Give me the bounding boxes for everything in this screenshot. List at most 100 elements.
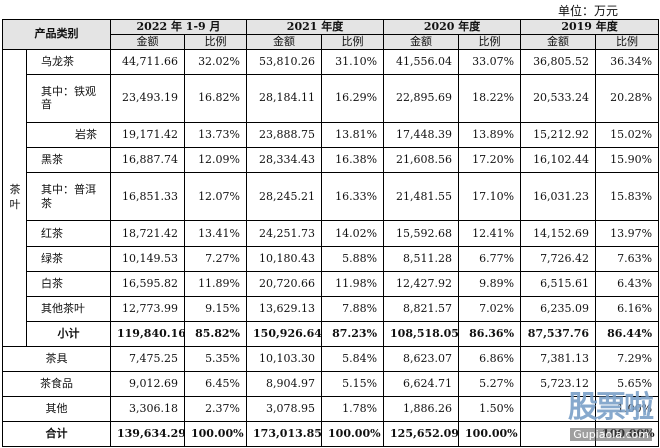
ratio-cell: 16.82% xyxy=(183,73,248,123)
amount-cell: 24,251.73 xyxy=(246,220,323,247)
row-label: 其他茶叶 xyxy=(26,295,111,322)
ratio-cell: 15.90% xyxy=(595,146,660,174)
ratio-cell: 100.00% xyxy=(183,420,248,448)
ratio-cell: 13.41% xyxy=(183,220,248,247)
unit-label: 单位：万元 xyxy=(557,4,618,18)
ratio-cell: 31.10% xyxy=(321,48,385,75)
ratio-cell: 20.28% xyxy=(595,73,660,123)
amount-cell: 28,245.21 xyxy=(246,172,323,222)
row-label: 其中：铁观音 xyxy=(26,73,111,123)
table-row: 红茶 18,721.42 13.41% 24,251.73 14.02% 15,592.6… xyxy=(3,220,660,247)
ratio-cell: 7.63% xyxy=(595,245,660,272)
amount-cell: 12,427.92 xyxy=(383,270,460,297)
header-ratio: 比例 xyxy=(183,33,248,50)
table-row: 绿茶 10,149.53 7.27% 10,180.43 5.88% 8,511.28 6.… xyxy=(3,245,660,272)
ratio-cell: 11.98% xyxy=(321,270,385,297)
ratio-cell: 11.89% xyxy=(183,270,248,297)
table-row: 岩茶 19,171.42 13.73% 23,888.75 13.81% 17,448.3… xyxy=(3,121,660,149)
row-label: 茶食品 xyxy=(2,370,111,397)
ratio-cell: 86.36% xyxy=(458,320,522,347)
ratio-cell: 7.29% xyxy=(595,345,660,372)
row-label: 岩茶 xyxy=(26,121,111,149)
amount-cell: 125,652.09 xyxy=(383,420,460,448)
row-label: 绿茶 xyxy=(26,245,111,272)
amount-cell: 8,821.57 xyxy=(383,295,460,322)
amount-cell: 87,537.76 xyxy=(520,320,597,347)
amount-cell: 8,623.07 xyxy=(383,345,460,372)
amount-cell: 19,171.42 xyxy=(110,121,185,149)
amount-cell: 36,805.52 xyxy=(520,48,597,75)
amount-cell: 3,306.18 xyxy=(110,395,185,422)
ratio-cell: 13.89% xyxy=(458,121,522,149)
row-label: 白茶 xyxy=(26,270,111,297)
watermark-logo: 股票啦 xyxy=(568,390,654,425)
amount-cell: 8,904.97 xyxy=(246,370,323,397)
ratio-cell: 6.86% xyxy=(458,345,522,372)
header-category: 产品类别 xyxy=(2,19,111,50)
header-amount: 金额 xyxy=(246,33,323,50)
ratio-cell: 7.27% xyxy=(183,245,248,272)
header-ratio: 比例 xyxy=(458,33,522,50)
ratio-cell: 5.65% xyxy=(595,370,660,397)
amount-cell: 18,721.42 xyxy=(110,220,185,247)
amount-cell: 28,184.11 xyxy=(246,73,323,123)
table-body: 茶叶 乌龙茶 44,711.66 32.02% 53,810.26 31.10% 41,55… xyxy=(2,48,660,448)
ratio-cell: 1.00% xyxy=(595,395,660,422)
table-row: 茶食品 9,012.69 6.45% 8,904.97 5.15% 6,624.71 5.2… xyxy=(2,370,660,397)
row-label: 黑茶 xyxy=(26,146,111,174)
ratio-cell: 33.07% xyxy=(458,48,522,75)
ratio-cell: 18.22% xyxy=(458,73,522,123)
amount-cell: 44,711.66 xyxy=(110,48,185,75)
amount-cell: 16,887.74 xyxy=(110,146,185,174)
amount-cell: 7,475.25 xyxy=(110,345,185,372)
ratio-cell: 17.20% xyxy=(458,146,522,174)
header-amount: 金额 xyxy=(383,33,460,50)
header-period: 2022 年 1-9 月 xyxy=(109,19,248,35)
amount-cell: 16,595.82 xyxy=(110,270,185,297)
header-amount: 金额 xyxy=(110,33,185,50)
ratio-cell: 9.15% xyxy=(183,295,248,322)
ratio-cell: 100.00% xyxy=(458,420,522,448)
ratio-cell: 16.38% xyxy=(321,146,385,174)
group-label-tea: 茶叶 xyxy=(2,48,27,347)
ratio-cell: 85.82% xyxy=(183,320,248,347)
row-label: 其他 xyxy=(2,395,111,422)
watermark: 股票啦 Gupiaola.com xyxy=(540,390,654,442)
watermark-url: Gupiaola.com xyxy=(570,428,652,441)
ratio-cell: 6.77% xyxy=(458,245,522,272)
amount-cell: 53,810.26 xyxy=(246,48,323,75)
amount-cell: 9,012.69 xyxy=(110,370,185,397)
ratio-cell: 12.09% xyxy=(183,146,248,174)
ratio-cell: 16.33% xyxy=(321,172,385,222)
amount-cell: 1,886.26 xyxy=(383,395,460,422)
amount-cell: 10,103.30 xyxy=(246,345,323,372)
ratio-cell: 36.34% xyxy=(595,48,660,75)
ratio-cell: 12.41% xyxy=(458,220,522,247)
header-ratio: 比例 xyxy=(595,33,660,50)
amount-cell: 6,235.09 xyxy=(520,295,597,322)
amount-cell: 7,726.42 xyxy=(520,245,597,272)
ratio-cell: 14.02% xyxy=(321,220,385,247)
amount-cell: 7,381.13 xyxy=(520,345,597,372)
table-row: 茶具 7,475.25 5.35% 10,103.30 5.84% 8,623.07 6.8… xyxy=(2,345,660,372)
table-row: 其他茶叶 12,773.99 9.15% 13,629.13 7.88% 8,821.57… xyxy=(3,295,660,322)
ratio-cell: 7.88% xyxy=(321,295,385,322)
table-row: 白茶 16,595.82 11.89% 20,720.66 11.98% 12,427.9… xyxy=(3,270,660,297)
amount-cell: 20,533.24 xyxy=(520,73,597,123)
amount-cell: 22,895.69 xyxy=(383,73,460,123)
amount-cell: 12,773.99 xyxy=(110,295,185,322)
ratio-cell: 87.23% xyxy=(321,320,385,347)
amount-cell: 23,493.19 xyxy=(110,73,185,123)
ratio-cell: 15.83% xyxy=(595,172,660,222)
group-label-text: 茶叶 xyxy=(9,183,21,211)
ratio-cell: 9.89% xyxy=(458,270,522,297)
ratio-cell: 5.35% xyxy=(183,345,248,372)
table-row: 茶叶 乌龙茶 44,711.66 32.02% 53,810.26 31.10% 41,55… xyxy=(2,48,660,347)
row-label: 茶具 xyxy=(2,345,111,372)
table-row: 其他 3,306.18 2.37% 3,078.95 1.78% 1,886.26 1.50… xyxy=(2,395,660,422)
ratio-cell: 6.43% xyxy=(595,270,660,297)
ratio-cell: 13.97% xyxy=(595,220,660,247)
amount-cell: 150,926.64 xyxy=(246,320,323,347)
header-period: 2020 年度 xyxy=(383,19,522,35)
amount-cell: 13,629.13 xyxy=(246,295,323,322)
